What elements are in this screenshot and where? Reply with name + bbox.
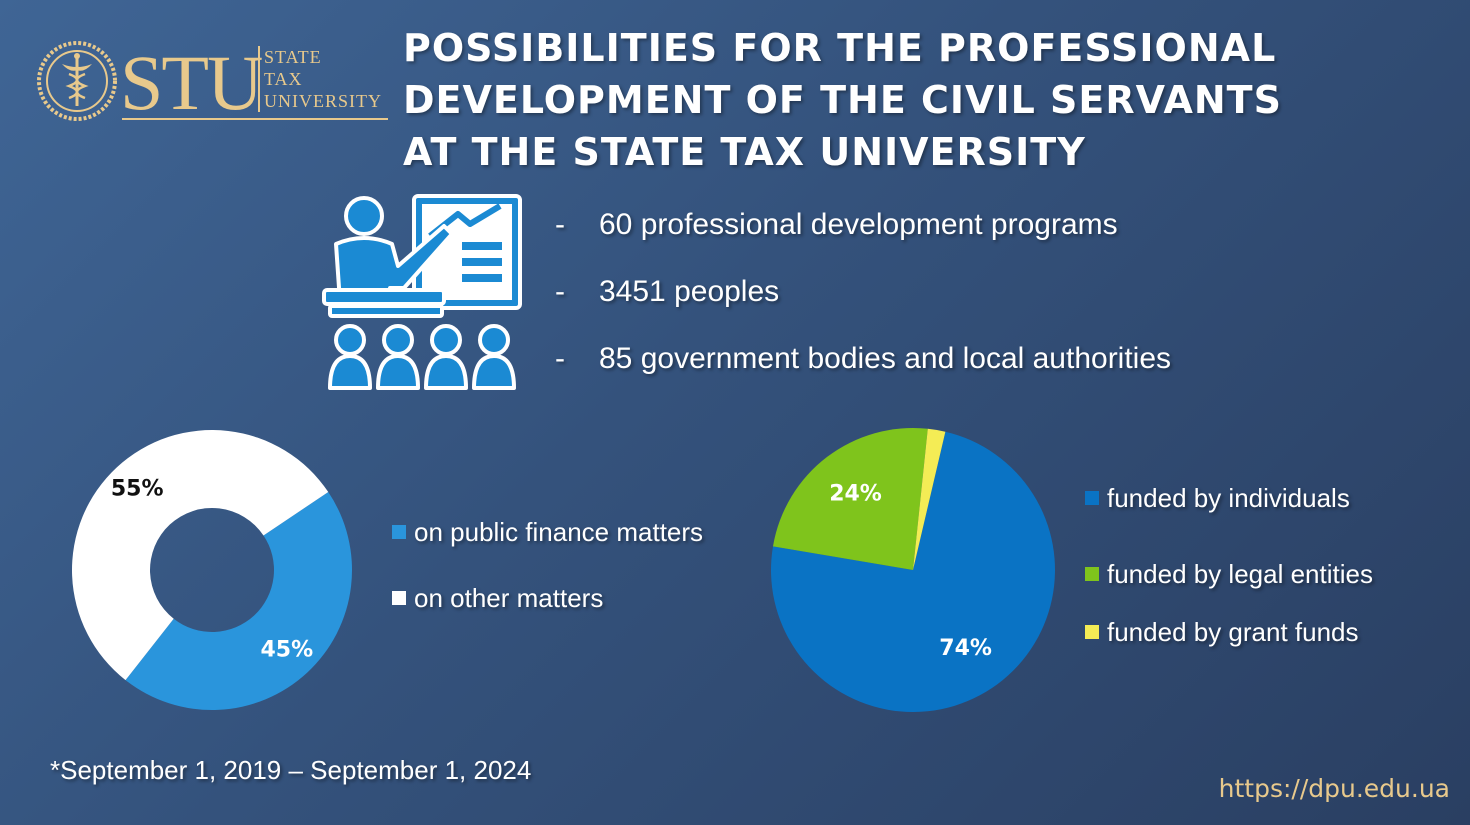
- stat-dash: -: [555, 275, 565, 308]
- logo-letters: STU: [120, 39, 263, 126]
- legend-swatch: [1085, 491, 1099, 505]
- funding-legend: funded by individuals funded by legal en…: [1085, 460, 1373, 652]
- slice-legal-entities: [772, 428, 928, 570]
- data-label-other-matters: 55%: [111, 476, 164, 501]
- period-footnote: *September 1, 2019 – September 1, 2024: [50, 755, 532, 785]
- logo-line-tax: TAX: [264, 69, 303, 89]
- legend-item-individuals: funded by individuals: [1085, 460, 1373, 536]
- slice-individuals: [771, 431, 1055, 712]
- stat-dash: -: [555, 342, 565, 375]
- caduceus-emblem-icon: [37, 41, 117, 121]
- page-title: POSSIBILITIES FOR THE PROFESSIONAL DEVEL…: [403, 22, 1282, 178]
- legend-item-other-matters: on other matters: [392, 578, 703, 618]
- legend-item-public-finance: on public finance matters: [392, 486, 703, 578]
- slice-other-matters: [71, 429, 329, 681]
- slice-grant-funds: [913, 428, 946, 570]
- legend-label: on other matters: [414, 582, 604, 613]
- title-line-3: AT THE STATE TAX UNIVERSITY: [403, 130, 1086, 174]
- legend-label: funded by individuals: [1107, 482, 1350, 513]
- title-line-2: DEVELOPMENT OF THE CIVIL SERVANTS: [403, 78, 1282, 122]
- legend-label: funded by grant funds: [1107, 616, 1359, 647]
- slice-public-finance: [125, 492, 352, 710]
- data-label-legal-entities: 24%: [829, 481, 882, 506]
- legend-label: on public finance matters: [414, 516, 704, 547]
- data-label-public-finance: 45%: [260, 638, 313, 663]
- stat-people: - 3451 peoples: [555, 267, 1171, 334]
- presentation-teacher-icon: [322, 194, 522, 390]
- legend-label: funded by legal entities: [1107, 558, 1373, 589]
- stat-dash: -: [555, 208, 565, 241]
- stat-text: 85 government bodies and local authoriti…: [599, 342, 1172, 375]
- funding-pie-chart: 74% 24% 2%: [771, 412, 1055, 712]
- legend-swatch: [392, 525, 406, 539]
- university-logo: STU STATE TAX UNIVERSITY: [36, 38, 396, 128]
- stat-programs: - 60 professional development programs: [555, 200, 1171, 267]
- stat-government-bodies: - 85 government bodies and local authorit…: [555, 334, 1171, 401]
- legend-item-grant-funds: funded by grant funds: [1085, 612, 1373, 652]
- logo-underline: [122, 118, 388, 120]
- title-line-1: POSSIBILITIES FOR THE PROFESSIONAL: [403, 26, 1277, 70]
- legend-swatch: [392, 591, 406, 605]
- stat-text: 3451 peoples: [599, 275, 780, 308]
- topics-legend: on public finance matters on other matte…: [392, 486, 703, 618]
- data-label-grant-funds: 2%: [955, 412, 992, 416]
- topics-donut-chart: 45% 55%: [71, 429, 352, 710]
- data-label-individuals: 74%: [939, 636, 992, 661]
- website-url: https://dpu.edu.ua: [1218, 774, 1450, 803]
- logo-line-university: UNIVERSITY: [264, 91, 382, 111]
- legend-swatch: [1085, 625, 1099, 639]
- logo-line-state: STATE: [264, 47, 322, 67]
- stat-text: 60 professional development programs: [599, 208, 1118, 241]
- legend-swatch: [1085, 567, 1099, 581]
- legend-item-legal-entities: funded by legal entities: [1085, 536, 1373, 612]
- stats-list: - 60 professional development programs - 3…: [555, 200, 1171, 401]
- logo-subtitle: STATE TAX UNIVERSITY: [258, 46, 382, 112]
